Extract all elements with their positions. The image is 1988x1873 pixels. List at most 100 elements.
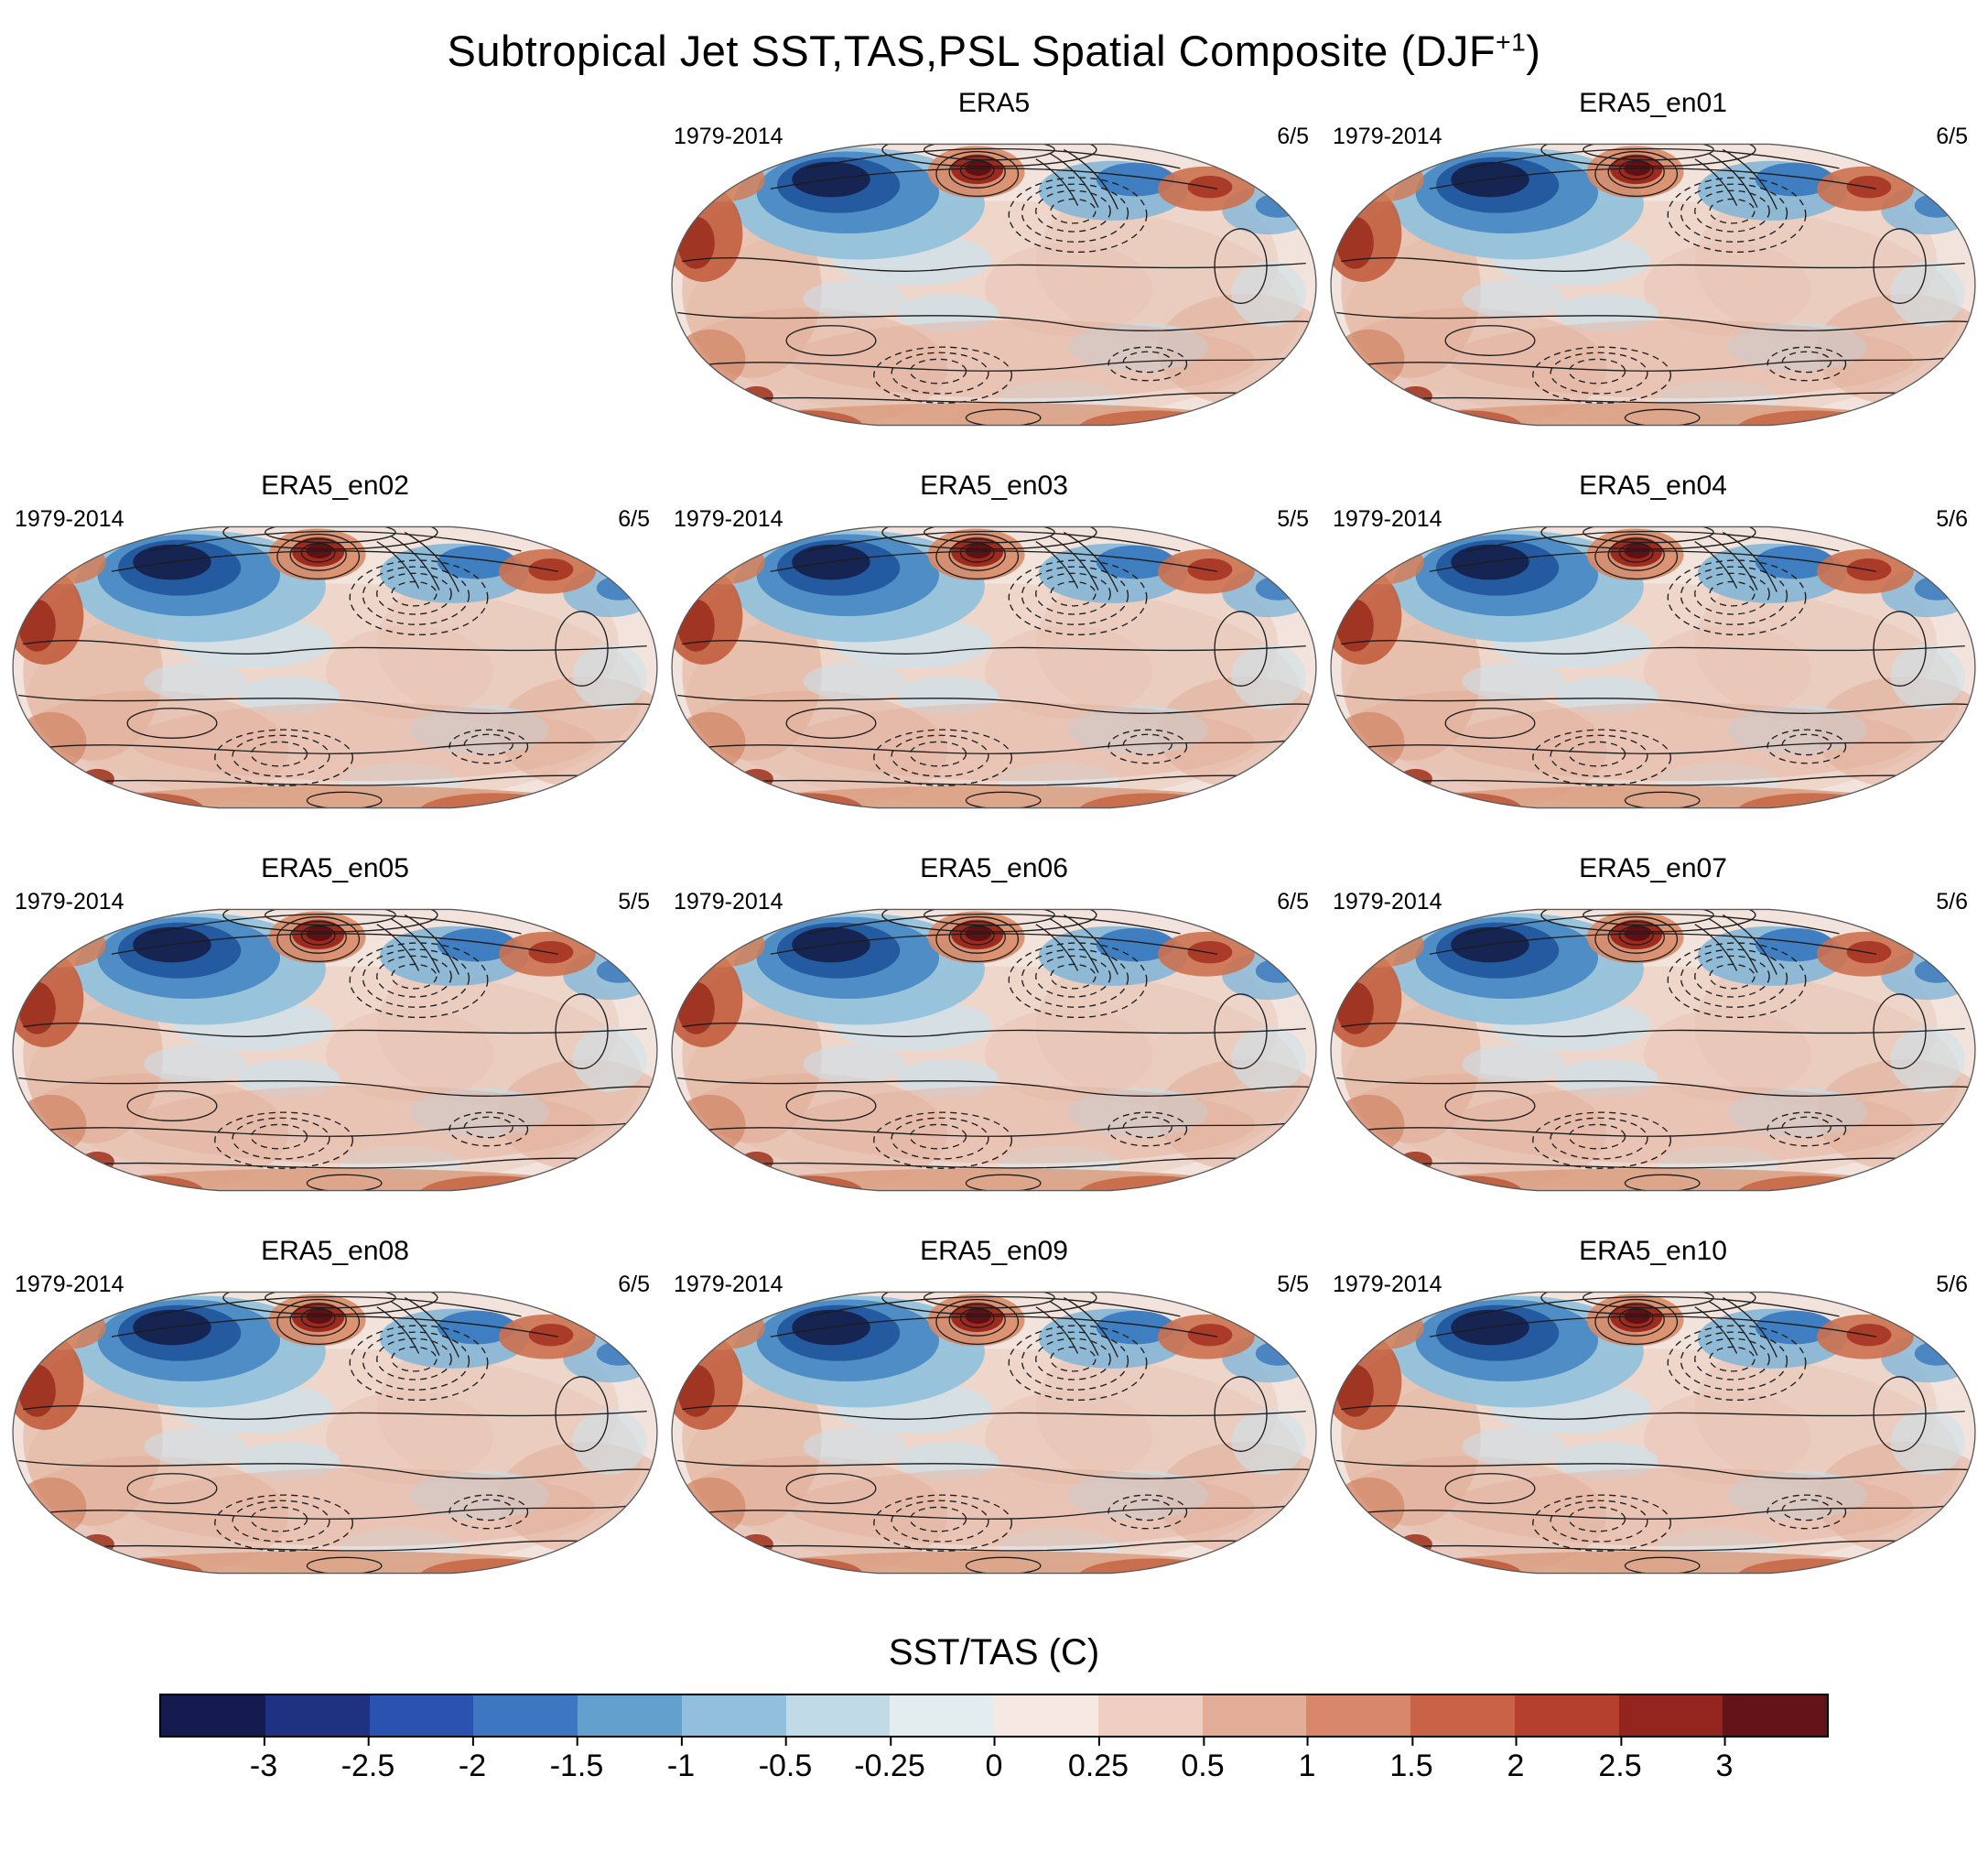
panel-count-label: 5/6: [1936, 1272, 1968, 1297]
colorbar-tick-label: -0.5: [758, 1738, 813, 1783]
map-panel-era5-en09: ERA5_en09 1979-2014 5/5: [664, 1233, 1324, 1596]
colorbar-segment: [1097, 1695, 1203, 1736]
map-panel-era5-en01: ERA5_en01 1979-2014 6/5: [1324, 85, 1983, 448]
colorbar-segment: [1410, 1695, 1515, 1736]
colorbar-tick-label: 0.25: [1067, 1738, 1129, 1783]
world-map: [668, 504, 1320, 830]
map-panel-era5-en10: ERA5_en10 1979-2014 5/6: [1324, 1233, 1983, 1596]
panel-count-label: 5/5: [618, 889, 650, 915]
colorbar-tick-label: -3: [249, 1738, 278, 1783]
colorbar-segment: [1514, 1695, 1619, 1736]
colorbar-tick-label: 3: [1715, 1738, 1734, 1783]
colorbar-tick-label: 0.5: [1181, 1738, 1225, 1783]
colorbar-tick-label: 2.5: [1598, 1738, 1642, 1783]
panel-count-label: 6/5: [1277, 889, 1309, 915]
map-area: 1979-2014 5/6: [1324, 1270, 1983, 1596]
colorbar-gradient: [159, 1694, 1829, 1738]
colorbar-segment: [1306, 1695, 1410, 1736]
panel-count-label: 6/5: [618, 506, 650, 532]
colorbar-segment: [994, 1695, 1098, 1736]
panel-title: ERA5: [957, 88, 1031, 118]
panel-period-label: 1979-2014: [674, 506, 783, 532]
map-panel-era5-en05: ERA5_en05 1979-2014 5/5: [5, 850, 664, 1213]
colorbar-segment: [1202, 1695, 1307, 1736]
panel-period-label: 1979-2014: [15, 1272, 124, 1297]
colorbar-tick-label: -2.5: [340, 1738, 395, 1783]
figure-title: Subtropical Jet SST,TAS,PSL Spatial Comp…: [0, 26, 1988, 76]
panel-period-label: 1979-2014: [1333, 889, 1442, 915]
colorbar-segment: [1723, 1695, 1827, 1736]
map-area: 1979-2014 6/5: [5, 504, 664, 830]
colorbar-segment: [161, 1695, 265, 1736]
panel-count-label: 5/6: [1936, 506, 1968, 532]
panel-period-label: 1979-2014: [674, 1272, 783, 1297]
panel-period-label: 1979-2014: [674, 889, 783, 915]
panel-title: ERA5_en09: [920, 1236, 1068, 1266]
world-map: [1327, 887, 1979, 1213]
world-map: [9, 504, 661, 830]
colorbar-ticks: -3 -2.5 -2 -1.5 -1 -0.5 -0.25 0 0.25 0.5 1 1.5 2 2.5 3: [159, 1738, 1829, 1792]
colorbar-segment: [578, 1695, 682, 1736]
panel-title: ERA5_en04: [1579, 471, 1727, 501]
map-area: 1979-2014 5/6: [1324, 887, 1983, 1213]
panel-period-label: 1979-2014: [1333, 124, 1442, 149]
map-panel-era5: ERA5 1979-2014 6/5: [664, 85, 1324, 448]
panel-count-label: 5/5: [1277, 1272, 1309, 1297]
world-map: [668, 887, 1320, 1213]
panel-title: ERA5_en05: [261, 853, 409, 883]
colorbar-title: SST/TAS (C): [888, 1632, 1100, 1673]
map-area: 1979-2014 5/6: [1324, 504, 1983, 830]
figure-title-text: Subtropical Jet SST,TAS,PSL Spatial Comp…: [447, 27, 1496, 75]
colorbar-tick-label: -0.25: [854, 1738, 925, 1783]
map-area: 1979-2014 5/5: [5, 887, 664, 1213]
world-map: [9, 887, 661, 1213]
panel-count-label: 6/5: [1277, 124, 1309, 149]
world-map: [668, 1270, 1320, 1596]
panel-title: ERA5_en08: [261, 1236, 409, 1266]
panel-title: ERA5_en06: [920, 853, 1068, 883]
panel-period-label: 1979-2014: [15, 889, 124, 915]
colorbar: -3 -2.5 -2 -1.5 -1 -0.5 -0.25 0 0.25 0.5 1 1.5 2 2.5 3: [159, 1694, 1829, 1792]
map-area: 1979-2014 6/5: [5, 1270, 664, 1596]
panel-period-label: 1979-2014: [1333, 506, 1442, 532]
figure-title-close: ): [1526, 27, 1541, 75]
map-area: 1979-2014 5/5: [664, 504, 1324, 830]
colorbar-segment: [473, 1695, 578, 1736]
panel-period-label: 1979-2014: [15, 506, 124, 532]
panel-count-label: 5/6: [1936, 889, 1968, 915]
colorbar-tick-label: 0: [985, 1738, 1003, 1783]
colorbar-segment: [1618, 1695, 1723, 1736]
map-area: 1979-2014 6/5: [664, 122, 1324, 448]
colorbar-tick-label: 1.5: [1389, 1738, 1433, 1783]
panel-period-label: 1979-2014: [674, 124, 783, 149]
panel-period-label: 1979-2014: [1333, 1272, 1442, 1297]
panel-title: ERA5_en01: [1579, 88, 1727, 118]
world-map: [1327, 1270, 1979, 1596]
empty-cell: [5, 85, 664, 448]
colorbar-section: SST/TAS (C) -3 -2.5 -2 -1.5 -1 -0.5 -0.25 0 0.25…: [0, 1632, 1988, 1792]
world-map: [1327, 122, 1979, 448]
map-panel-era5-en02: ERA5_en02 1979-2014 6/5: [5, 468, 664, 830]
panel-count-label: 6/5: [618, 1272, 650, 1297]
map-panel-era5-en07: ERA5_en07 1979-2014 5/6: [1324, 850, 1983, 1213]
world-map: [9, 1270, 661, 1596]
panel-title: ERA5_en10: [1579, 1236, 1727, 1266]
colorbar-tick-label: -1: [666, 1738, 696, 1783]
panel-count-label: 5/5: [1277, 506, 1309, 532]
colorbar-segment: [681, 1695, 786, 1736]
panel-title: ERA5_en03: [920, 471, 1068, 501]
map-panel-era5-en08: ERA5_en08 1979-2014 6/5: [5, 1233, 664, 1596]
colorbar-segment: [265, 1695, 370, 1736]
map-panel-era5-en04: ERA5_en04 1979-2014 5/6: [1324, 468, 1983, 830]
figure-title-superscript: +1: [1496, 27, 1527, 57]
map-area: 1979-2014 6/5: [1324, 122, 1983, 448]
map-panel-era5-en06: ERA5_en06 1979-2014 6/5: [664, 850, 1324, 1213]
colorbar-segment: [890, 1695, 994, 1736]
colorbar-tick-label: -2: [458, 1738, 487, 1783]
map-area: 1979-2014 6/5: [664, 887, 1324, 1213]
colorbar-tick-label: -1.5: [549, 1738, 604, 1783]
panel-grid: ERA5 1979-2014 6/5 ERA5_en01 1979-2014 6…: [0, 81, 1988, 1596]
colorbar-tick-label: 2: [1507, 1738, 1525, 1783]
colorbar-segment: [785, 1695, 891, 1736]
